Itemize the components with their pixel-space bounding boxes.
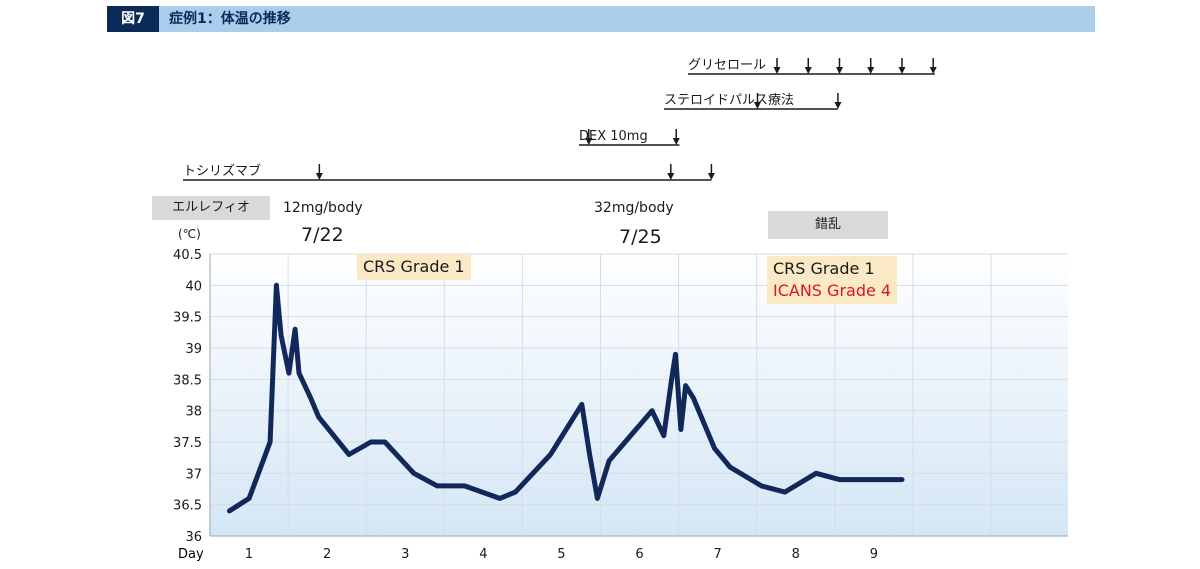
- dose-arrow-head: [667, 173, 675, 180]
- temperature-line: [227, 282, 905, 514]
- grid-lines: [209, 253, 1068, 537]
- y-tick-label: 36: [185, 530, 202, 545]
- x-tick-label: 3: [401, 547, 409, 562]
- dose-arrow-head: [804, 67, 812, 74]
- x-tick-label: 5: [557, 547, 565, 562]
- x-tick-label: 8: [792, 547, 800, 562]
- date-label-1: 7/22: [301, 224, 344, 246]
- y-tick-label: 39.5: [173, 311, 202, 326]
- x-tick-label: 7: [714, 547, 722, 562]
- crs-grade-note-1: CRS Grade 1: [357, 254, 471, 280]
- dose-label-1: 12mg/body: [283, 200, 363, 216]
- y-tick-label: 38: [185, 405, 202, 420]
- dose-arrow-head: [315, 173, 323, 180]
- y-tick-label: 37: [185, 467, 202, 482]
- treatment-label: ステロイドパルス療法: [664, 93, 794, 108]
- y-tick-label: 40: [185, 279, 202, 294]
- y-axis-unit: (℃): [178, 227, 201, 241]
- y-tick-labels: 40.5 40 39.5 39 38.5 38 37.5 37 36.5 36: [173, 248, 202, 545]
- treatment-label: トシリズマブ: [183, 163, 261, 179]
- dose-arrow-head: [835, 67, 843, 74]
- crs-grade-text-2: CRS Grade 1: [773, 259, 875, 278]
- x-tick-labels: 1 2 3 4 5 6 7 8 9: [245, 547, 878, 562]
- confusion-box: 錯乱: [768, 211, 888, 239]
- dose-arrow-head: [929, 67, 937, 74]
- y-tick-label: 38.5: [173, 373, 202, 388]
- icans-grade-text: ICANS Grade 4: [773, 281, 892, 300]
- treatment-row: トシリズマブ: [183, 163, 715, 181]
- y-tick-label: 40.5: [173, 248, 202, 263]
- dose-arrow-head: [834, 102, 842, 109]
- treatment-row: ステロイドパルス療法: [664, 93, 842, 110]
- x-tick-label: 4: [479, 547, 487, 562]
- crs-grade-text-1: CRS Grade 1: [363, 257, 465, 276]
- date-label-2: 7/25: [619, 226, 662, 248]
- x-axis-label: Day: [178, 547, 204, 562]
- dose-arrow-head: [753, 102, 761, 109]
- dose-label-2: 32mg/body: [594, 200, 674, 216]
- elrexfio-box: エルレフィオ: [152, 196, 270, 220]
- figure-title: 症例1：体温の推移: [169, 11, 291, 27]
- dose-arrow-head: [585, 138, 593, 145]
- x-tick-label: 6: [635, 547, 643, 562]
- dose-arrow-head: [867, 67, 875, 74]
- dose-arrow-head: [898, 67, 906, 74]
- treatment-row: グリセロール: [688, 58, 937, 75]
- figure-header-bar: 図7 症例1：体温の推移: [107, 6, 1095, 32]
- dose-arrow-head: [672, 138, 680, 145]
- plot-area: [210, 254, 1068, 536]
- y-tick-label: 36.5: [173, 499, 202, 514]
- dose-arrow-head: [707, 173, 715, 180]
- y-tick-label: 37.5: [173, 436, 202, 451]
- x-tick-label: 2: [323, 547, 331, 562]
- treatment-label: グリセロール: [688, 58, 766, 73]
- dose-arrow-head: [773, 67, 781, 74]
- y-tick-label: 39: [185, 342, 202, 357]
- x-tick-label: 1: [245, 547, 253, 562]
- x-tick-label: 9: [870, 547, 878, 562]
- crs-icans-note: CRS Grade 1 ICANS Grade 4: [767, 256, 898, 304]
- treatment-row: DEX 10mg: [579, 129, 680, 146]
- treatment-label: DEX 10mg: [579, 129, 648, 144]
- figure-badge: 図7: [107, 6, 159, 32]
